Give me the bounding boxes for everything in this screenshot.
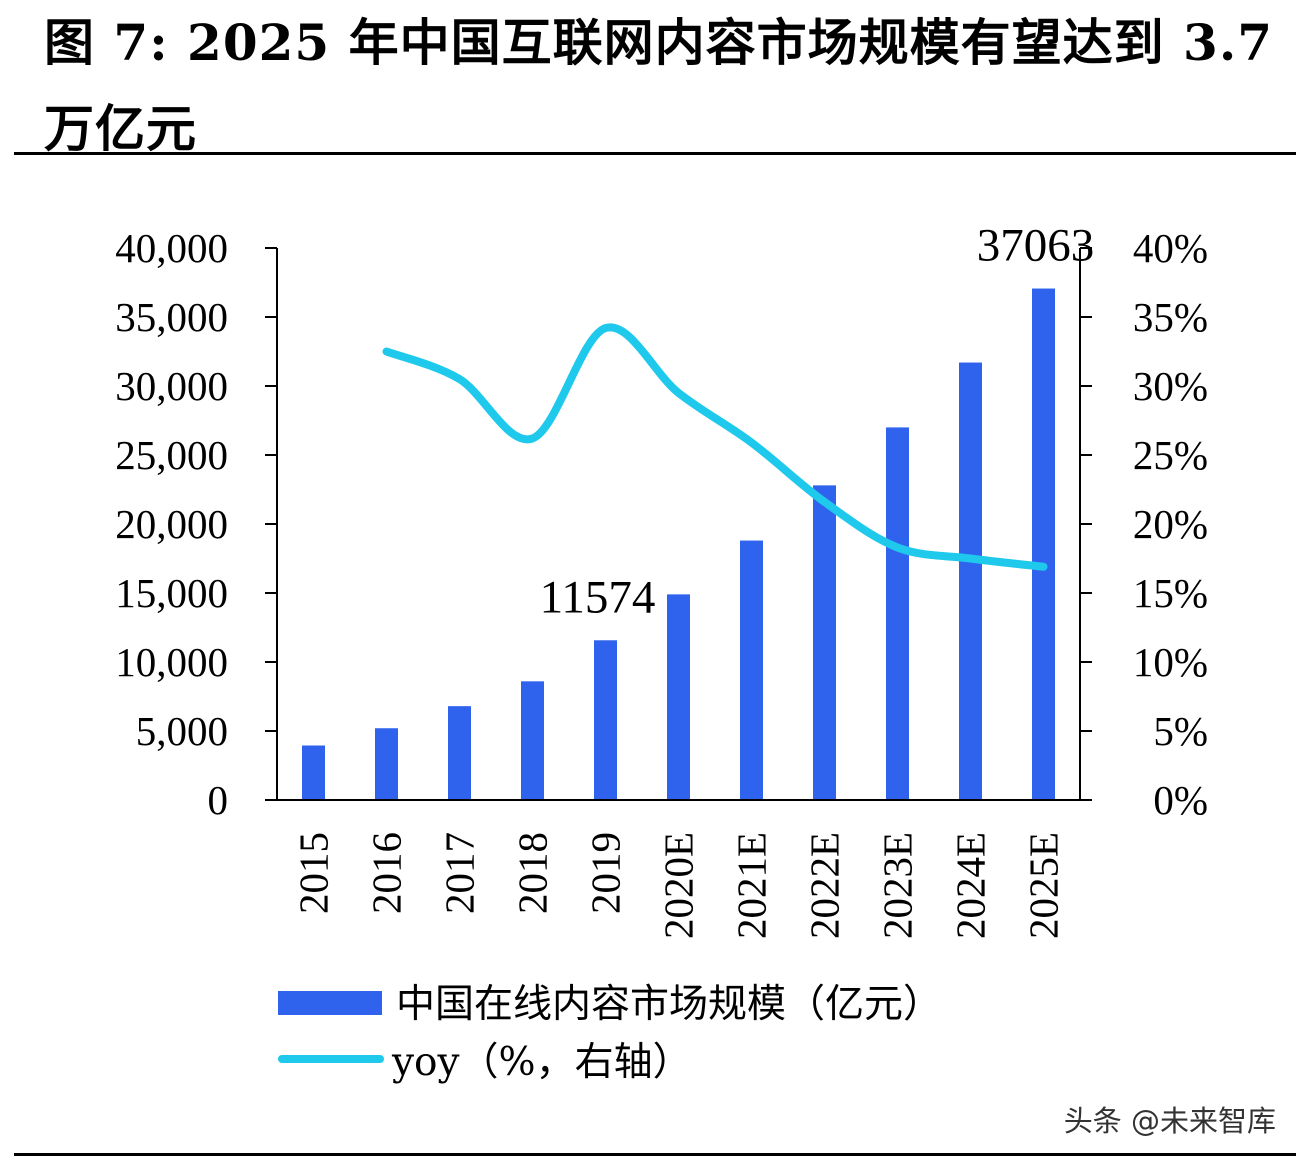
right-tick-label: 15%: [1133, 570, 1208, 616]
legend-bar-swatch: [278, 991, 382, 1015]
bar-2024E: [959, 362, 982, 800]
x-tick-label: 2015: [291, 832, 337, 914]
bar-2016: [375, 728, 398, 800]
bar-2018: [521, 681, 544, 800]
data-label-2025E: 37063: [977, 220, 1095, 272]
bar-2025E: [1032, 288, 1055, 800]
bar-2019: [594, 640, 617, 800]
right-tick-label: 40%: [1133, 225, 1208, 271]
right-tick-label: 25%: [1133, 432, 1208, 478]
x-tick-label: 2018: [510, 832, 556, 914]
footer-rule: [14, 1153, 1296, 1156]
chart-title: 图 7: 2025 年中国互联网内容市场规模有望达到 3.7 万亿元: [44, 13, 1274, 158]
right-tick-label: 30%: [1133, 363, 1208, 409]
bars-layer: [302, 288, 1055, 800]
right-tick-label: 0%: [1153, 777, 1208, 823]
bar-2020E: [667, 594, 690, 800]
x-tick-label: 2019: [583, 832, 629, 914]
bar-2022E: [813, 485, 836, 800]
title-rule: [14, 152, 1296, 155]
yoy-line: [382, 323, 1048, 571]
bar-2021E: [740, 540, 763, 800]
left-tick-label: 40,000: [115, 225, 228, 271]
right-tick-label: 20%: [1133, 501, 1208, 547]
right-tick-label: 10%: [1133, 639, 1208, 685]
right-tick-label: 5%: [1153, 708, 1208, 754]
right-tick-label: 35%: [1133, 294, 1208, 340]
data-label-2019: 11574: [540, 571, 656, 623]
legend-line-label: yoy（%，右轴）: [391, 1040, 692, 1085]
labels-layer: 11574 37063: [540, 220, 1095, 624]
left-tick-label: 25,000: [115, 432, 228, 478]
x-tick-label: 2017: [437, 832, 483, 914]
watermark: 头条 @未来智库: [1063, 1104, 1276, 1138]
left-tick-label: 5,000: [136, 708, 228, 754]
x-tick-label: 2024E: [948, 832, 994, 939]
x-tick-label: 2016: [364, 832, 410, 914]
left-tick-label: 35,000: [115, 294, 228, 340]
legend-bar-label: 中国在线内容市场规模（亿元）: [396, 982, 942, 1027]
axes-layer: 0 5,000 10,000 15,000 20,000 25,000 30,000 35,0…: [115, 225, 1208, 939]
left-tick-label: 30,000: [115, 363, 228, 409]
bar-2023E: [886, 427, 909, 800]
x-tick-label: 2025E: [1021, 832, 1067, 939]
x-tick-label: 2022E: [802, 832, 848, 939]
x-tick-label: 2023E: [875, 832, 921, 939]
yoy-line-layer: [382, 323, 1048, 571]
left-tick-label: 10,000: [115, 639, 228, 685]
legend: 中国在线内容市场规模（亿元） yoy（%，右轴）: [278, 982, 942, 1085]
left-tick-label: 15,000: [115, 570, 228, 616]
x-tick-label: 2020E: [656, 832, 702, 939]
x-tick-label: 2021E: [729, 832, 775, 939]
left-tick-label: 0: [208, 777, 229, 823]
bar-2015: [302, 745, 325, 800]
bar-2017: [448, 706, 471, 800]
left-tick-label: 20,000: [115, 501, 228, 547]
